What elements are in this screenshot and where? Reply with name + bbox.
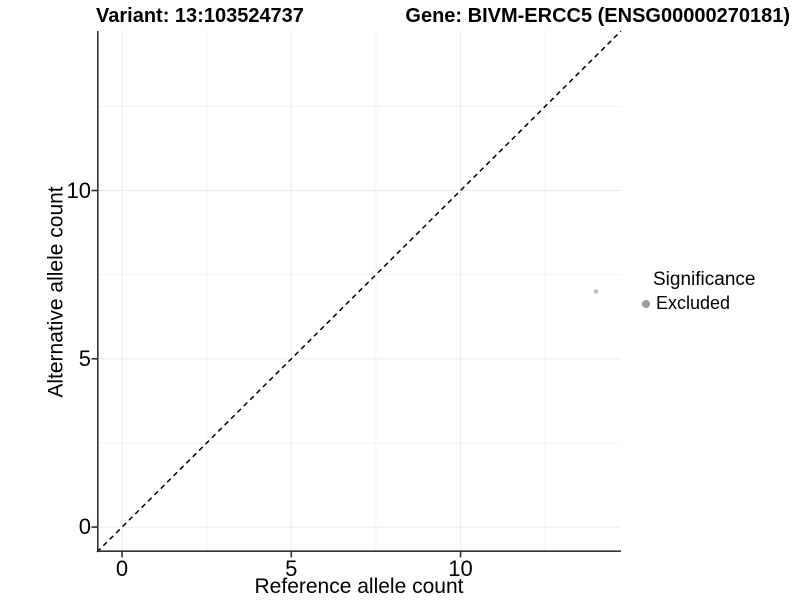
legend-item: Excluded	[639, 292, 755, 315]
plot-svg	[91, 30, 622, 558]
x-tick-label-5: 5	[285, 556, 298, 581]
y-axis-title: Alternative allele count	[42, 31, 72, 552]
x-tick-label-10: 10	[448, 556, 473, 581]
x-tick-label-0: 0	[115, 556, 129, 581]
legend: Significance Excluded	[639, 268, 755, 315]
y-tick-label-5: 5	[78, 345, 91, 371]
y-tick-label-10: 10	[66, 177, 91, 203]
identity-line	[96, 30, 622, 553]
x-axis-title: Reference allele count	[254, 575, 464, 598]
legend-key-dot-icon	[642, 299, 650, 308]
plot-title-variant: Variant: 13:103524737	[96, 5, 304, 27]
y-tick-label-0: 0	[78, 514, 91, 540]
legend-items: Excluded	[639, 292, 755, 315]
legend-item-label: Excluded	[656, 293, 731, 313]
plot-panel	[91, 30, 622, 558]
data-point	[593, 289, 599, 294]
legend-title: Significance	[653, 269, 756, 290]
y-axis-title-text: Alternative allele count	[45, 185, 69, 398]
plot-title-gene: Gene: BIVM-ERCC5 (ENSG00000270181)	[405, 5, 790, 27]
